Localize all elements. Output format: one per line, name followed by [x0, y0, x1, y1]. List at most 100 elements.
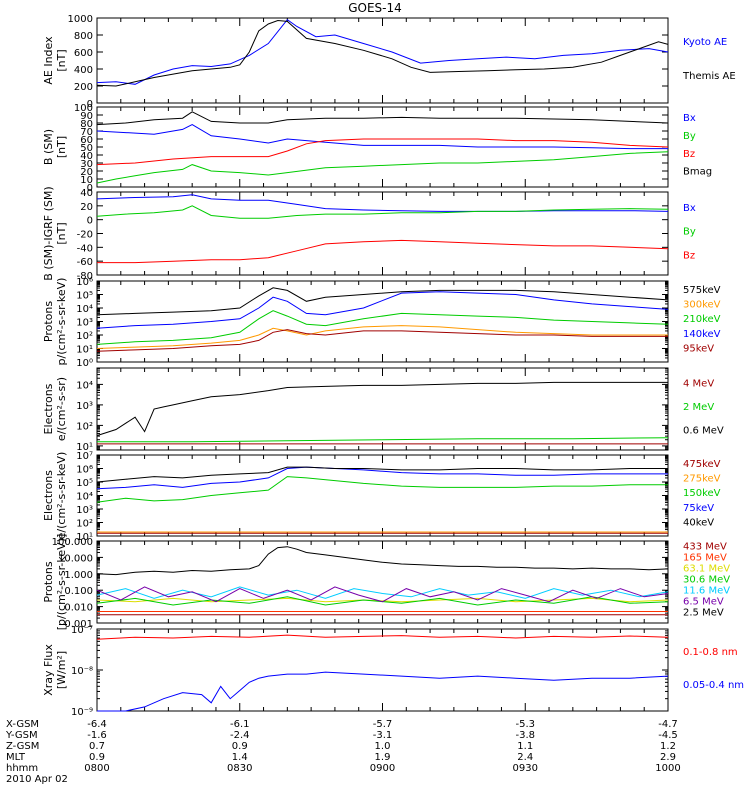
legend-label: 575keV [683, 285, 721, 296]
ephemeris-value: 0.7 [89, 741, 105, 752]
y-tick-label: 10² [76, 331, 93, 342]
ephemeris-value: 0.9 [89, 752, 105, 763]
legend-label: 433 MeV [683, 542, 727, 553]
y-tick-label: 10⁶ [76, 465, 93, 476]
y-tick-label: 0.010 [64, 603, 93, 614]
series-line-150keV [96, 476, 668, 503]
legend-label: 2.5 MeV [683, 607, 724, 618]
date-label: 2010 Apr 02 [6, 774, 68, 785]
panel-bsm-igrf: -80 -60 -40 -20 0 20 40 B (SM)-IGRF (SM) [nT] Bx B… [42, 186, 696, 282]
y-tick-label: 10¹ [76, 532, 93, 543]
y-axis-label: [nT] [55, 222, 68, 244]
ephemeris-value: 1.2 [660, 741, 676, 752]
y-tick-label: 0.100 [64, 586, 93, 597]
y-tick-label: 90 [80, 111, 93, 122]
ephemeris-value: -4.7 [658, 719, 678, 730]
y-tick-label: 100 [74, 103, 93, 114]
y-tick-label: 60 [80, 135, 93, 146]
panel-frame [96, 628, 669, 712]
series-line-11.6-MeV [96, 586, 669, 599]
panel-electrons-low: 10¹ 10² 10³ 10⁴ 10⁵ 10⁶ 10⁷ Electrons e/(cm²-s-s… [42, 451, 721, 543]
y-tick-label: -80 [77, 271, 93, 282]
y-tick-label: 10⁴ [76, 380, 93, 391]
series-line-Bx [96, 194, 669, 212]
legend-label: 4 MeV [683, 379, 714, 390]
legend-label: 0.6 MeV [683, 426, 724, 437]
y-tick-label: 10³ [76, 318, 93, 329]
ephemeris-value: 0800 [84, 763, 109, 774]
y-tick-label: 10⁶ [76, 277, 93, 288]
y-tick-label: 50 [80, 143, 93, 154]
panel-ae: 0 200 400 600 800 1000 AE Index [nT] Kyoto AE The… [42, 14, 736, 110]
panel-xray: 10⁻⁹ 10⁻⁸ 10⁻⁷ Xray Flux [W/m²] 0.1-0.8 nm 0.0… [42, 625, 744, 718]
y-tick-label: 10⁰ [76, 358, 93, 369]
legend-label: 75keV [683, 503, 714, 514]
ephemeris-row-label: Z-GSM [6, 741, 39, 752]
ephemeris-value: 1.1 [517, 741, 533, 752]
series-line-0.05-0.4-nm [97, 671, 669, 712]
figure-title: GOES-14 [348, 1, 402, 15]
y-tick-label: 10⁴ [76, 492, 93, 503]
y-axis-label: p/(cm²-s-sr-keV) [55, 278, 68, 366]
ephemeris-row-label: MLT [6, 752, 26, 763]
legend-label: Bz [683, 149, 695, 160]
series-line-Themis-AE [96, 19, 669, 87]
y-tick-label: 10⁻⁹ [71, 707, 93, 718]
legend-label: 210keV [683, 314, 721, 325]
y-tick-label: 30 [80, 159, 93, 170]
y-tick-label: 400 [74, 65, 93, 76]
legend-label: 475keV [683, 459, 721, 470]
legend-label: Bmag [683, 167, 712, 178]
y-tick-label: 80 [80, 119, 93, 130]
y-tick-label: 10⁷ [76, 451, 93, 462]
series-line-Kyoto-AE [96, 19, 669, 85]
legend-label: 165 MeV [683, 553, 727, 564]
legend-label: 150keV [683, 488, 721, 499]
series-line-Bmag [96, 111, 669, 126]
y-tick-label: 10⁴ [76, 304, 93, 315]
ephemeris-value: -1.6 [87, 730, 107, 741]
y-tick-label: 40 [80, 188, 93, 199]
series-line-0.1-0.8-nm [96, 634, 669, 640]
y-tick-label: 10⁻⁷ [71, 625, 93, 636]
series-line-Bx [96, 124, 668, 150]
ephemeris-value: 2.4 [517, 752, 533, 763]
y-axis-label: [p/(cm²-s-sr-keV)] [55, 534, 68, 631]
y-tick-label: -60 [77, 257, 93, 268]
series-line-140keV [96, 291, 669, 329]
legend-label: Bx [683, 203, 696, 214]
y-tick-label: 800 [74, 31, 93, 42]
ephemeris-value: -5.3 [515, 719, 535, 730]
y-axis-label: Electrons [42, 383, 55, 434]
y-tick-label: 0 [87, 99, 93, 110]
series-line-2.5-MeV [96, 546, 669, 576]
series-line-6.5-MeV [96, 586, 669, 603]
y-tick-label: 600 [74, 48, 93, 59]
y-tick-label: -20 [77, 230, 93, 241]
series-line-95keV [96, 329, 668, 352]
ephemeris-value: -5.7 [373, 719, 393, 730]
legend-label: 140keV [683, 329, 721, 340]
panel-frame [96, 454, 669, 537]
y-axis-label: [nT] [55, 136, 68, 158]
ephemeris-value: -2.4 [230, 730, 250, 741]
series-line-2-MeV [97, 437, 669, 443]
legend-label: 275keV [683, 474, 721, 485]
y-tick-label: 1.000 [64, 570, 93, 581]
y-tick-label: 0 [87, 216, 93, 227]
ephemeris-value: 1.9 [375, 752, 391, 763]
ephemeris-value: -6.1 [230, 719, 250, 730]
legend-label: By [683, 131, 696, 142]
y-tick-label: -40 [77, 243, 93, 254]
panel-protons-high: 0.001 0.010 0.100 1.000 10.000 100.000 Protons… [42, 534, 730, 631]
panel-electrons-high: 10¹ 10² 10³ 10⁴ Electrons e/(cm²-s-sr) 4 MeV 2 … [42, 367, 724, 453]
ephemeris-value: -6.4 [87, 719, 107, 730]
ephemeris-value: 0900 [370, 763, 395, 774]
legend-label: 11.6 MeV [683, 585, 730, 596]
ephemeris-value: 0.9 [232, 741, 248, 752]
legend-label: By [683, 227, 696, 238]
y-tick-label: 10.000 [58, 553, 93, 564]
y-tick-label: 70 [80, 127, 93, 138]
